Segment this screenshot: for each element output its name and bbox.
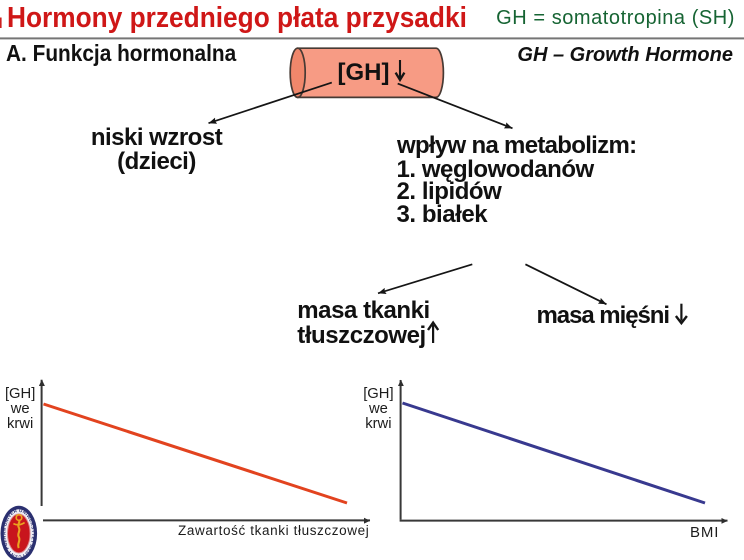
svg-text:UNIWERSYTET MEDYCZNY POZNAN UN: UNIWERSYTET MEDYCZNY POZNAN UNIVERSITY M… [0, 0, 36, 560]
